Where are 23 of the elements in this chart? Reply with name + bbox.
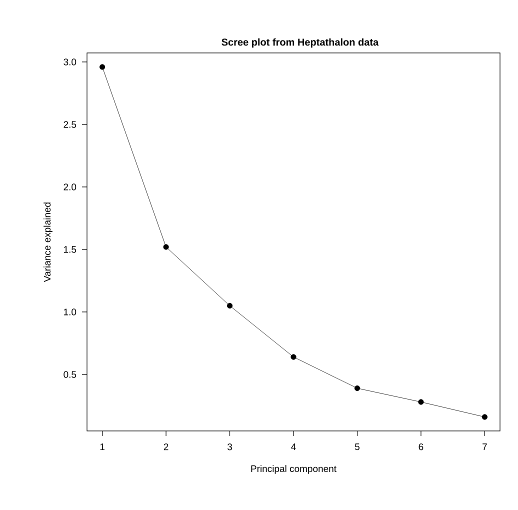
x-tick-label: 3 xyxy=(227,443,232,450)
y-tick-label: 2.0 xyxy=(64,184,76,190)
point xyxy=(226,302,233,309)
x-tick-label: 6 xyxy=(418,443,424,450)
y-tick-label: 0.5 xyxy=(64,371,76,378)
y-tick-label: 3.0 xyxy=(64,58,76,66)
point xyxy=(354,385,360,392)
point xyxy=(163,244,169,250)
x-tick-label: 2 xyxy=(164,443,168,450)
point xyxy=(418,399,424,405)
point xyxy=(100,64,106,70)
x-axis-title: Principal component xyxy=(251,465,336,474)
x-tick-label: 5 xyxy=(354,444,360,450)
y-tick-label: 1.0 xyxy=(64,308,76,316)
point xyxy=(290,354,296,360)
y-axis-title: Variance explained xyxy=(44,202,52,282)
point xyxy=(482,414,488,420)
chart-title: Scree plot from Heptathalon data xyxy=(222,38,379,48)
y-tick-label: 2.5 xyxy=(64,121,76,128)
x-tick-label: 1 xyxy=(100,444,104,450)
x-tick-label: 7 xyxy=(482,444,487,450)
y-tick-label: 1.5 xyxy=(64,246,76,253)
x-tick-label: 4 xyxy=(291,444,296,450)
